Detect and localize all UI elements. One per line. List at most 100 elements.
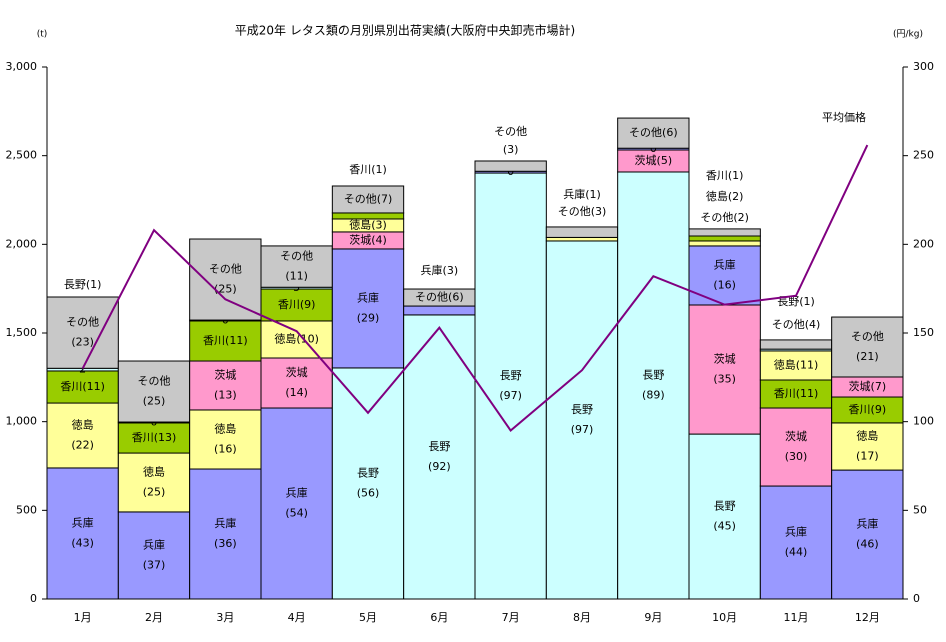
x-tick-label: 11月 (784, 611, 809, 624)
chart-title: 平成20年 レタス類の月別県別出荷実績(大阪府中央卸売市場計) (235, 23, 575, 38)
x-tick-label: 10月 (712, 611, 737, 624)
bar-segment (759, 407, 833, 487)
bar-segment (545, 240, 619, 600)
segment-label: 長野 (642, 368, 664, 381)
segment-label: 徳島 (72, 417, 94, 431)
segment-label: その他(6) (629, 126, 678, 139)
segment-label: 兵庫 (357, 290, 379, 304)
x-tick-label: 6月 (430, 611, 448, 624)
bar-segment (474, 160, 547, 172)
y2-tick-label: 200 (913, 237, 934, 250)
segment-label: 兵庫 (72, 515, 94, 529)
bar-segment (688, 245, 761, 306)
segment-label: その他(6) (415, 291, 464, 304)
segment-label: (11) (285, 270, 308, 283)
y-tick-label: 500 (16, 503, 37, 516)
segment-label: 長野 (357, 466, 379, 479)
segment-label: (30) (785, 450, 808, 463)
bar-segment (260, 407, 333, 600)
segment-label: (23) (71, 336, 94, 349)
x-tick-label: 4月 (288, 611, 306, 624)
y2-tick-label: 150 (913, 326, 934, 339)
y-tick-label: 2,000 (6, 237, 38, 250)
segment-label: (43) (71, 536, 94, 549)
y2-tick-label: 250 (913, 149, 934, 162)
segment-label: (97) (571, 423, 594, 436)
bar-segment (545, 226, 619, 238)
bar-segment (46, 296, 119, 369)
segment-label: (16) (713, 278, 736, 291)
bar-segment (117, 452, 191, 513)
bar-segment (403, 305, 476, 316)
price-line (81, 144, 869, 433)
segment-label: 2 (79, 363, 86, 376)
bar-segment (46, 402, 119, 469)
bar-segment (189, 409, 262, 470)
segment-label: 徳島(3) (349, 217, 387, 231)
segment-label: (89) (642, 388, 665, 401)
segment-label: (22) (71, 438, 94, 451)
y-unit: (t) (37, 30, 48, 40)
segment-label: (54) (285, 507, 308, 520)
segment-label: 茨城 (714, 352, 736, 366)
bar-segment (688, 240, 761, 247)
annotation: その他 (494, 125, 527, 138)
annotation: (3) (503, 143, 519, 156)
y2-unit: (円/kg) (893, 29, 923, 40)
segment-label: 茨城(4) (349, 232, 387, 246)
segment-label: 茨城 (214, 367, 236, 381)
segment-label: その他 (851, 330, 884, 343)
bar-segment (831, 422, 904, 471)
y-tick-label: 1,500 (6, 326, 38, 339)
bar-segment (331, 248, 405, 369)
segment-label: (92) (428, 460, 451, 473)
segment-label: (46) (856, 538, 879, 551)
bar-segment (189, 238, 262, 321)
segment-label: 長野 (714, 500, 736, 513)
segment-label: その他 (66, 316, 99, 329)
segment-label: 茨城(7) (849, 379, 887, 393)
bar-segment (117, 360, 191, 423)
bar-segment (189, 468, 262, 600)
bar-segment (759, 379, 833, 409)
annotation: 兵庫(1) (563, 187, 601, 201)
segment-label: (17) (856, 449, 879, 462)
bar-segment (688, 235, 761, 242)
segment-label: (13) (214, 388, 237, 401)
bar-segment (260, 320, 333, 359)
bar-segment (331, 367, 405, 600)
segment-label: 香川(11) (203, 334, 248, 347)
x-tick-label: 2月 (145, 611, 163, 624)
annotation: 徳島(2) (706, 189, 744, 203)
line-label: 平均価格 (822, 110, 866, 124)
bar-segment (688, 433, 761, 600)
x-tick-label: 9月 (644, 611, 662, 624)
y2-tick-label: 50 (913, 503, 927, 516)
segment-label: 徳島(10) (274, 331, 319, 345)
bar-segment (688, 304, 761, 435)
segment-label: (36) (214, 537, 237, 550)
bar-segment (759, 485, 833, 600)
segment-label: (44) (785, 546, 808, 559)
y2-tick-label: 100 (913, 415, 934, 428)
segment-label: 長野 (428, 440, 450, 453)
bar-segment (617, 117, 690, 149)
segment-label: 徳島 (856, 428, 878, 442)
bar-segment (331, 212, 405, 220)
segment-label: (45) (713, 520, 736, 533)
y-tick-label: 2,500 (6, 149, 38, 162)
segment-label: (21) (856, 350, 879, 363)
segment-label: 茨城 (785, 429, 807, 443)
segment-label: (56) (357, 486, 380, 499)
annotation: 長野(1) (64, 278, 102, 291)
segment-label: (16) (214, 442, 237, 455)
segment-label: 香川(9) (849, 403, 887, 416)
bar-segment (831, 396, 904, 424)
segment-label: 徳島 (143, 464, 165, 478)
y-tick-label: 1,000 (6, 415, 38, 428)
y2-tick-label: 0 (913, 592, 920, 605)
annotation: その他(3) (558, 205, 607, 218)
bar-segment (260, 245, 333, 288)
segment-label: 徳島 (214, 421, 236, 435)
